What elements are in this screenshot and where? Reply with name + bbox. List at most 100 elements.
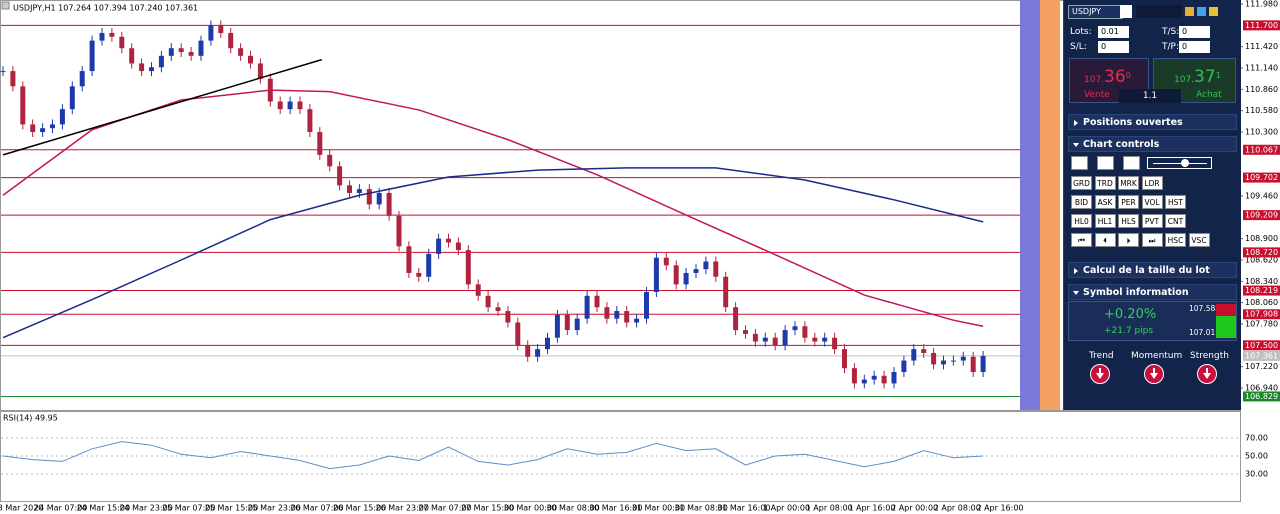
x-tick-label: 1 Apr 16:00 — [848, 504, 895, 513]
control-button[interactable]: PER — [1118, 195, 1139, 209]
control-button[interactable]: BID — [1071, 195, 1092, 209]
y-tick-label: 107.780 — [1245, 319, 1278, 328]
candle-body — [347, 185, 352, 193]
candle-body — [624, 311, 630, 323]
icon-button[interactable] — [1123, 156, 1140, 170]
candle-body — [941, 360, 946, 365]
dropdown-button[interactable] — [1120, 5, 1132, 18]
control-button[interactable]: CNT — [1165, 214, 1186, 228]
x-tick-label: 24 Mar 15:00 — [77, 504, 130, 513]
section-header[interactable]: Calcul de la taille du lot — [1068, 262, 1237, 278]
control-button[interactable]: VOL — [1141, 195, 1163, 209]
x-tick-label: 31 Mar 00:00 — [632, 504, 685, 513]
icon[interactable] — [1197, 7, 1206, 16]
level-label-bg — [1243, 210, 1280, 221]
control-button[interactable]: ⏵ — [1118, 233, 1139, 247]
level-label-bg — [1243, 20, 1280, 31]
control-button[interactable]: PVT — [1141, 214, 1163, 228]
icon[interactable] — [1209, 7, 1218, 16]
control-button[interactable]: HL1 — [1094, 214, 1116, 228]
candle-body — [366, 189, 372, 205]
candle-body — [822, 337, 828, 342]
candle-body — [188, 52, 194, 56]
candle-body — [168, 48, 174, 56]
control-button[interactable]: HLS — [1118, 214, 1139, 228]
control-button[interactable]: HST — [1165, 195, 1186, 209]
candle-body — [149, 67, 154, 72]
candle-body — [99, 32, 105, 41]
candle-body — [703, 261, 709, 270]
control-button[interactable]: MRK — [1118, 176, 1139, 190]
level-label: 109.209 — [1245, 211, 1278, 220]
level-label: 107.500 — [1245, 341, 1278, 350]
level-label-bg — [1243, 350, 1280, 361]
section-header[interactable]: Symbol information — [1068, 284, 1237, 300]
sell-suffix: 0 — [1125, 71, 1131, 80]
candle-body — [644, 291, 649, 319]
candle-body — [980, 355, 986, 372]
sl-label: S/L: — [1070, 42, 1087, 52]
sell-button[interactable]: 107.360 Vente — [1069, 58, 1149, 103]
slider[interactable] — [1147, 157, 1212, 169]
icon-button[interactable] — [1097, 156, 1114, 170]
control-button[interactable]: TRD — [1094, 176, 1116, 190]
candle-body — [921, 349, 927, 353]
candle-body — [30, 124, 36, 133]
control-button[interactable]: ⏴ — [1094, 233, 1116, 247]
buy-price: 107.371 — [1174, 67, 1221, 87]
y-tick-label: 70.00 — [1245, 434, 1268, 443]
tp-input[interactable]: 0 — [1179, 41, 1210, 53]
level-label: 109.702 — [1245, 173, 1278, 182]
section-header[interactable]: Chart controls — [1068, 136, 1237, 152]
low-swatch — [1216, 316, 1236, 338]
x-tick-label: 31 Mar 08:00 — [674, 504, 727, 513]
indicator-line — [2, 58, 322, 156]
ts-input[interactable]: 0 — [1179, 26, 1210, 38]
candles — [0, 20, 986, 389]
candle-body — [356, 189, 362, 193]
candle-body — [198, 40, 204, 56]
candle-body — [525, 345, 531, 357]
y-tick-label: 111.140 — [1245, 64, 1278, 73]
control-button[interactable]: ⏭ — [1141, 233, 1163, 247]
candle-body — [287, 101, 293, 110]
candle-body — [594, 295, 600, 308]
x-tick-label: 27 Mar 07:00 — [418, 504, 471, 513]
candle-body — [277, 101, 283, 110]
x-tick-label: 24 Mar 07:00 — [34, 504, 87, 513]
control-button[interactable]: HL0 — [1071, 214, 1092, 228]
sl-input[interactable]: 0 — [1098, 41, 1129, 53]
candle-body — [0, 71, 6, 73]
symbol-info — [1068, 301, 1237, 341]
icon-button[interactable] — [1071, 156, 1088, 170]
y-tick-label: 110.300 — [1245, 128, 1278, 137]
lots-input[interactable]: 0.01 — [1098, 26, 1129, 38]
candle-body — [89, 40, 95, 72]
level-label-bg — [1243, 340, 1280, 351]
control-button[interactable]: HSC — [1165, 233, 1186, 247]
symbol-input[interactable] — [1136, 5, 1182, 18]
y-tick-label: 108.340 — [1245, 277, 1278, 286]
buy-suffix: 1 — [1215, 71, 1221, 80]
control-button[interactable]: GRD — [1071, 176, 1092, 190]
volume-input[interactable]: 1.1 — [1119, 89, 1181, 103]
high-swatch — [1216, 304, 1236, 316]
x-tick-label: 1 Apr 08:00 — [806, 504, 853, 513]
control-button[interactable]: VSC — [1188, 233, 1210, 247]
y-tick-label: 109.460 — [1245, 192, 1278, 201]
level-label-bg — [1243, 172, 1280, 183]
candle-body — [653, 257, 659, 292]
candle-body — [20, 86, 26, 125]
icon[interactable] — [1185, 7, 1194, 16]
level-label-bg — [1243, 309, 1280, 320]
candle-body — [386, 192, 392, 216]
y-tick-label: 108.620 — [1245, 256, 1278, 265]
slider-knob[interactable] — [1181, 159, 1189, 167]
control-button[interactable]: ASK — [1094, 195, 1116, 209]
candle-body — [79, 71, 85, 87]
y-tick-label: 108.060 — [1245, 298, 1278, 307]
symbol-select[interactable]: USDJPY — [1068, 5, 1123, 19]
control-button[interactable]: LDR — [1141, 176, 1163, 190]
section-header[interactable]: Positions ouvertes — [1068, 114, 1237, 130]
control-button[interactable]: ⏮ — [1071, 233, 1092, 247]
